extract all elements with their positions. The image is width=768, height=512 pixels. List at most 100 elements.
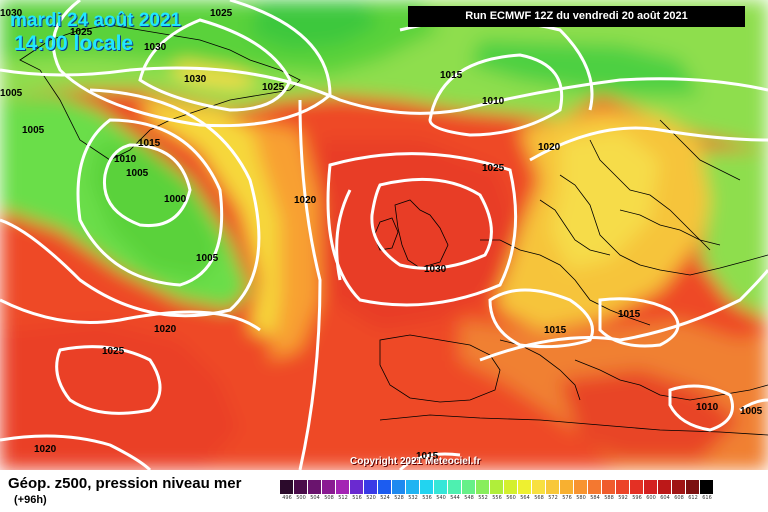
scale-label: 552: [478, 495, 488, 501]
scale-label: 576: [562, 495, 572, 501]
scale-swatch: [476, 480, 490, 494]
scale-swatch: [532, 480, 546, 494]
isobar-label: 1015: [416, 451, 439, 462]
color-scale: 496 500 504 508 512 516 520 524 528 532 536 540 544 5…: [280, 480, 714, 501]
scale-label: 568: [534, 495, 544, 501]
scale-swatch: [294, 480, 308, 494]
scale-swatch: [658, 480, 672, 494]
isobar-label: 1030: [0, 8, 23, 19]
scale-label: 524: [380, 495, 390, 501]
copyright-text: Copyright 2021 Meteociel.fr: [350, 456, 481, 467]
forecast-date: mardi 24 août 2021: [10, 10, 182, 31]
scale-label: 520: [366, 495, 376, 501]
isobar-label: 1025: [262, 82, 285, 93]
scale-label: 564: [520, 495, 530, 501]
forecast-time: 14:00 locale: [14, 32, 134, 55]
isobar-label: 1005: [22, 125, 45, 136]
color-scale-swatches: [280, 480, 714, 494]
scale-swatch: [280, 480, 294, 494]
scale-label: 536: [422, 495, 432, 501]
scale-label: 584: [590, 495, 600, 501]
isobar-label: 1010: [696, 402, 719, 413]
isobar-label: 1020: [294, 195, 317, 206]
scale-swatch: [602, 480, 616, 494]
scale-label: 532: [408, 495, 418, 501]
legend-bar: Géop. z500, pression niveau mer (+96h) 4…: [0, 470, 768, 512]
scale-label: 516: [352, 495, 362, 501]
scale-swatch: [336, 480, 350, 494]
isobar-label: 1015: [618, 309, 641, 320]
isobar-label: 1000: [164, 194, 187, 205]
isobar-label: 1030: [144, 42, 167, 53]
scale-swatch: [686, 480, 700, 494]
isobar-label: 1025: [102, 346, 125, 357]
isobar-label: 1005: [740, 406, 763, 417]
isobar-label: 1020: [154, 324, 177, 335]
scale-label: 496: [282, 495, 292, 501]
scale-label: 608: [674, 495, 684, 501]
isobar-label: 1010: [114, 154, 137, 165]
run-info-box: Run ECMWF 12Z du vendredi 20 août 2021: [408, 6, 745, 27]
map-caption: Géop. z500, pression niveau mer: [8, 475, 242, 492]
scale-swatch: [700, 480, 714, 494]
scale-label: 612: [688, 495, 698, 501]
isobar-label: 1025: [70, 27, 93, 38]
scale-label: 580: [576, 495, 586, 501]
isobar-label: 1025: [210, 8, 233, 19]
scale-label: 548: [464, 495, 474, 501]
scale-swatch: [630, 480, 644, 494]
scale-swatch: [406, 480, 420, 494]
scale-swatch: [378, 480, 392, 494]
scale-label: 604: [660, 495, 670, 501]
isobar-label: 1030: [424, 264, 447, 275]
scale-label: 588: [604, 495, 614, 501]
scale-label: 616: [702, 495, 712, 501]
color-scale-labels: 496 500 504 508 512 516 520 524 528 532 536 540 544 5…: [280, 495, 714, 501]
scale-swatch: [504, 480, 518, 494]
isobar-label: 1020: [538, 142, 561, 153]
scale-swatch: [308, 480, 322, 494]
isobar-label: 1030: [184, 74, 207, 85]
isobar-label: 1005: [0, 88, 23, 99]
scale-swatch: [490, 480, 504, 494]
scale-swatch: [350, 480, 364, 494]
scale-swatch: [672, 480, 686, 494]
isobar-label: 1005: [196, 253, 219, 264]
scale-swatch: [462, 480, 476, 494]
scale-label: 528: [394, 495, 404, 501]
scale-label: 544: [450, 495, 460, 501]
scale-label: 560: [506, 495, 516, 501]
scale-swatch: [546, 480, 560, 494]
scale-label: 512: [338, 495, 348, 501]
scale-label: 556: [492, 495, 502, 501]
scale-label: 508: [324, 495, 334, 501]
isobar-label: 1015: [440, 70, 463, 81]
scale-swatch: [448, 480, 462, 494]
isobar-label: 1020: [34, 444, 57, 455]
weather-map: 1025 1025 1030 1030 1005 1025 1030 1015 …: [0, 0, 768, 470]
scale-label: 596: [632, 495, 642, 501]
scale-label: 572: [548, 495, 558, 501]
scale-swatch: [392, 480, 406, 494]
scale-swatch: [420, 480, 434, 494]
map-svg: 1025 1025 1030 1030 1005 1025 1030 1015 …: [0, 0, 768, 470]
scale-swatch: [518, 480, 532, 494]
isobar-label: 1025: [482, 163, 505, 174]
forecast-hour: (+96h): [14, 494, 47, 506]
scale-label: 592: [618, 495, 628, 501]
isobar-labels: 1025 1025 1030 1030 1005 1025 1030 1015 …: [0, 8, 763, 462]
isobar-label: 1005: [126, 168, 149, 179]
scale-label: 500: [296, 495, 306, 501]
scale-swatch: [616, 480, 630, 494]
isobar-label: 1015: [544, 325, 567, 336]
scale-swatch: [364, 480, 378, 494]
scale-swatch: [644, 480, 658, 494]
scale-label: 504: [310, 495, 320, 501]
scale-swatch: [574, 480, 588, 494]
scale-swatch: [322, 480, 336, 494]
scale-label: 540: [436, 495, 446, 501]
scale-swatch: [588, 480, 602, 494]
scale-swatch: [434, 480, 448, 494]
scale-swatch: [560, 480, 574, 494]
